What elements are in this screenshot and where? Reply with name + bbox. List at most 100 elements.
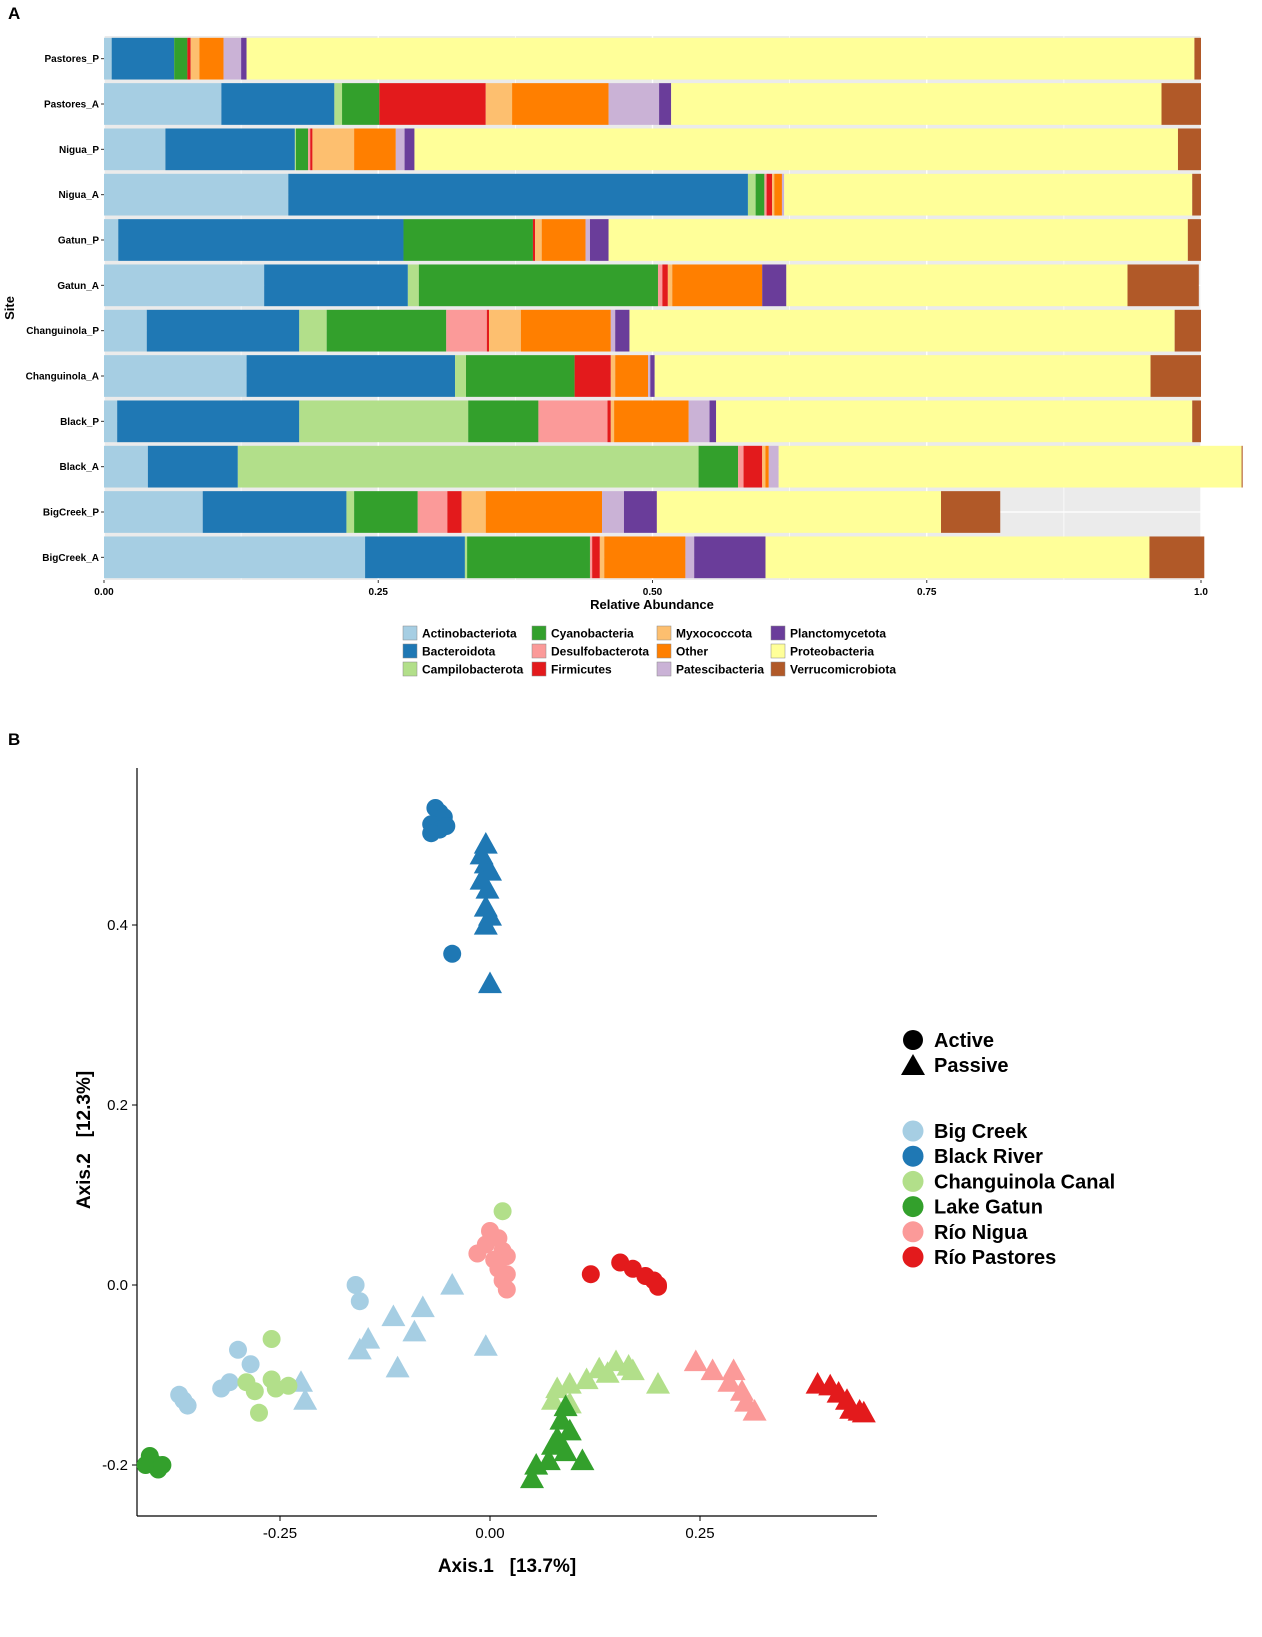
y-tick-label: Changuinola_A — [26, 372, 99, 383]
y-tick-label: BigCreek_P — [43, 508, 99, 519]
panel-a-letter: A — [8, 4, 21, 23]
point-changuinola-canal-active — [266, 1379, 285, 1398]
legend-color-label: Black River — [934, 1146, 1043, 1168]
bar-segment — [365, 536, 465, 579]
legend-color-label: Big Creek — [934, 1121, 1028, 1143]
legend-color-swatch — [902, 1221, 924, 1243]
bar-segment — [762, 445, 766, 488]
bar-segment — [662, 264, 668, 307]
bar-segment — [117, 400, 300, 443]
bar-segment — [1194, 37, 1201, 80]
bar-segment — [264, 264, 408, 307]
point-black-river-active — [443, 944, 462, 963]
legend-label: Cyanobacteria — [551, 627, 634, 641]
bar-segment — [104, 37, 112, 80]
bar-segment — [342, 83, 380, 125]
bar-segment — [1127, 264, 1199, 307]
legend-swatch — [656, 661, 672, 677]
bar-segment — [574, 355, 611, 397]
bar-segment — [599, 536, 605, 579]
bar-segment — [589, 219, 609, 261]
bar-segment — [541, 219, 586, 261]
bar-segment — [354, 491, 418, 533]
legend-swatch — [770, 661, 786, 677]
bar-segment — [221, 83, 335, 125]
bar-segment — [589, 536, 593, 579]
point-changuinola-canal-active — [262, 1330, 281, 1348]
bar-segment — [486, 309, 490, 352]
bar-segment — [532, 219, 536, 261]
legend-label: Desulfobacterota — [551, 645, 649, 659]
legend-swatch — [656, 625, 672, 641]
panel-b-letter: B — [8, 730, 21, 749]
bar-segment — [104, 264, 265, 307]
point-r-o-pastores-active — [649, 1276, 667, 1294]
bar-segment — [1241, 445, 1243, 488]
point-big-creek-passive — [473, 1334, 498, 1356]
bar-segment — [104, 355, 247, 397]
legend-swatch — [402, 661, 418, 677]
bar-segment — [608, 83, 660, 125]
bar-segment — [241, 37, 247, 80]
point-big-creek-active — [212, 1379, 231, 1398]
bar-segment — [404, 128, 415, 171]
bar-segment — [104, 83, 222, 125]
bar-segment — [489, 309, 521, 352]
bar-segment — [202, 491, 347, 533]
bar-segment — [354, 128, 396, 171]
bar-segment — [608, 219, 1188, 261]
y-axis-title: Axis.2 [12.3%] — [74, 1071, 95, 1209]
bar-segment — [223, 37, 242, 80]
legend-shape-label: Passive — [934, 1055, 1009, 1077]
legend: Active Passive Big Creek Black River Changui… — [901, 1030, 1115, 1269]
legend-swatch — [402, 643, 418, 659]
x-tick-labels: 0.00 0.25 0.50 0.75 1.0 — [94, 580, 1208, 598]
bar-segment — [709, 400, 717, 443]
y-tick-label: Gatun_A — [57, 281, 99, 292]
bar-segment — [671, 83, 1162, 125]
legend-color-swatch — [902, 1246, 924, 1268]
legend-label: Planctomycetota — [790, 627, 886, 641]
bar-segment — [764, 173, 767, 216]
point-big-creek-active — [350, 1292, 369, 1311]
bar-segment — [766, 173, 773, 216]
legend-color-label: Lake Gatun — [934, 1197, 1043, 1219]
bar-segment — [667, 264, 673, 307]
bar-segment — [299, 309, 327, 352]
bar-segment — [446, 309, 487, 352]
bar-segment — [941, 491, 1001, 533]
bar-segment — [461, 491, 486, 533]
point-black-river-active — [422, 824, 441, 843]
bar-segment — [334, 83, 343, 125]
bar-segment — [467, 536, 590, 579]
axis-ticks: -0.25 0.00 0.25 -0.2 0.0 0.2 0.4 — [102, 917, 714, 1542]
ordination-scatter-plot: -0.25 0.00 0.25 -0.2 0.0 0.2 0.4 Axis.1 [13.7%… — [74, 768, 1115, 1577]
point-lake-gatun-passive — [524, 1453, 549, 1475]
legend-swatch — [531, 625, 547, 641]
bar-segment — [288, 173, 748, 216]
bar-segment — [738, 445, 744, 488]
bar-segment — [104, 173, 289, 216]
point-big-creek-passive — [402, 1319, 427, 1342]
bar-segment — [187, 37, 191, 80]
point-changuinola-canal-active — [493, 1202, 512, 1221]
point-changuinola-canal-passive — [574, 1367, 599, 1390]
point-r-o-nigua-passive — [683, 1349, 708, 1372]
bar-segment — [104, 219, 119, 261]
point-big-creek-passive — [381, 1304, 406, 1327]
bar-segment — [602, 491, 624, 533]
legend-color-swatch — [902, 1170, 924, 1192]
bar-segment — [326, 309, 447, 352]
point-black-river-passive — [478, 971, 502, 994]
stacked-bar-chart: Pastores_P Pastores_A Nigua_P Nigua_A Gatun_… — [2, 36, 1243, 677]
bar-segment — [781, 173, 785, 216]
bar-segment — [246, 355, 456, 397]
point-r-o-nigua-passive — [717, 1370, 742, 1392]
bar-segment — [1174, 309, 1201, 352]
point-lake-gatun-passive — [536, 1448, 561, 1471]
y-tick-label: 0.0 — [107, 1277, 128, 1294]
y-tick-label: 0.4 — [107, 917, 128, 934]
y-tick-label: Gatun_P — [58, 236, 99, 247]
bar-segment — [654, 355, 1151, 397]
point-changuinola-canal-passive — [646, 1372, 670, 1394]
